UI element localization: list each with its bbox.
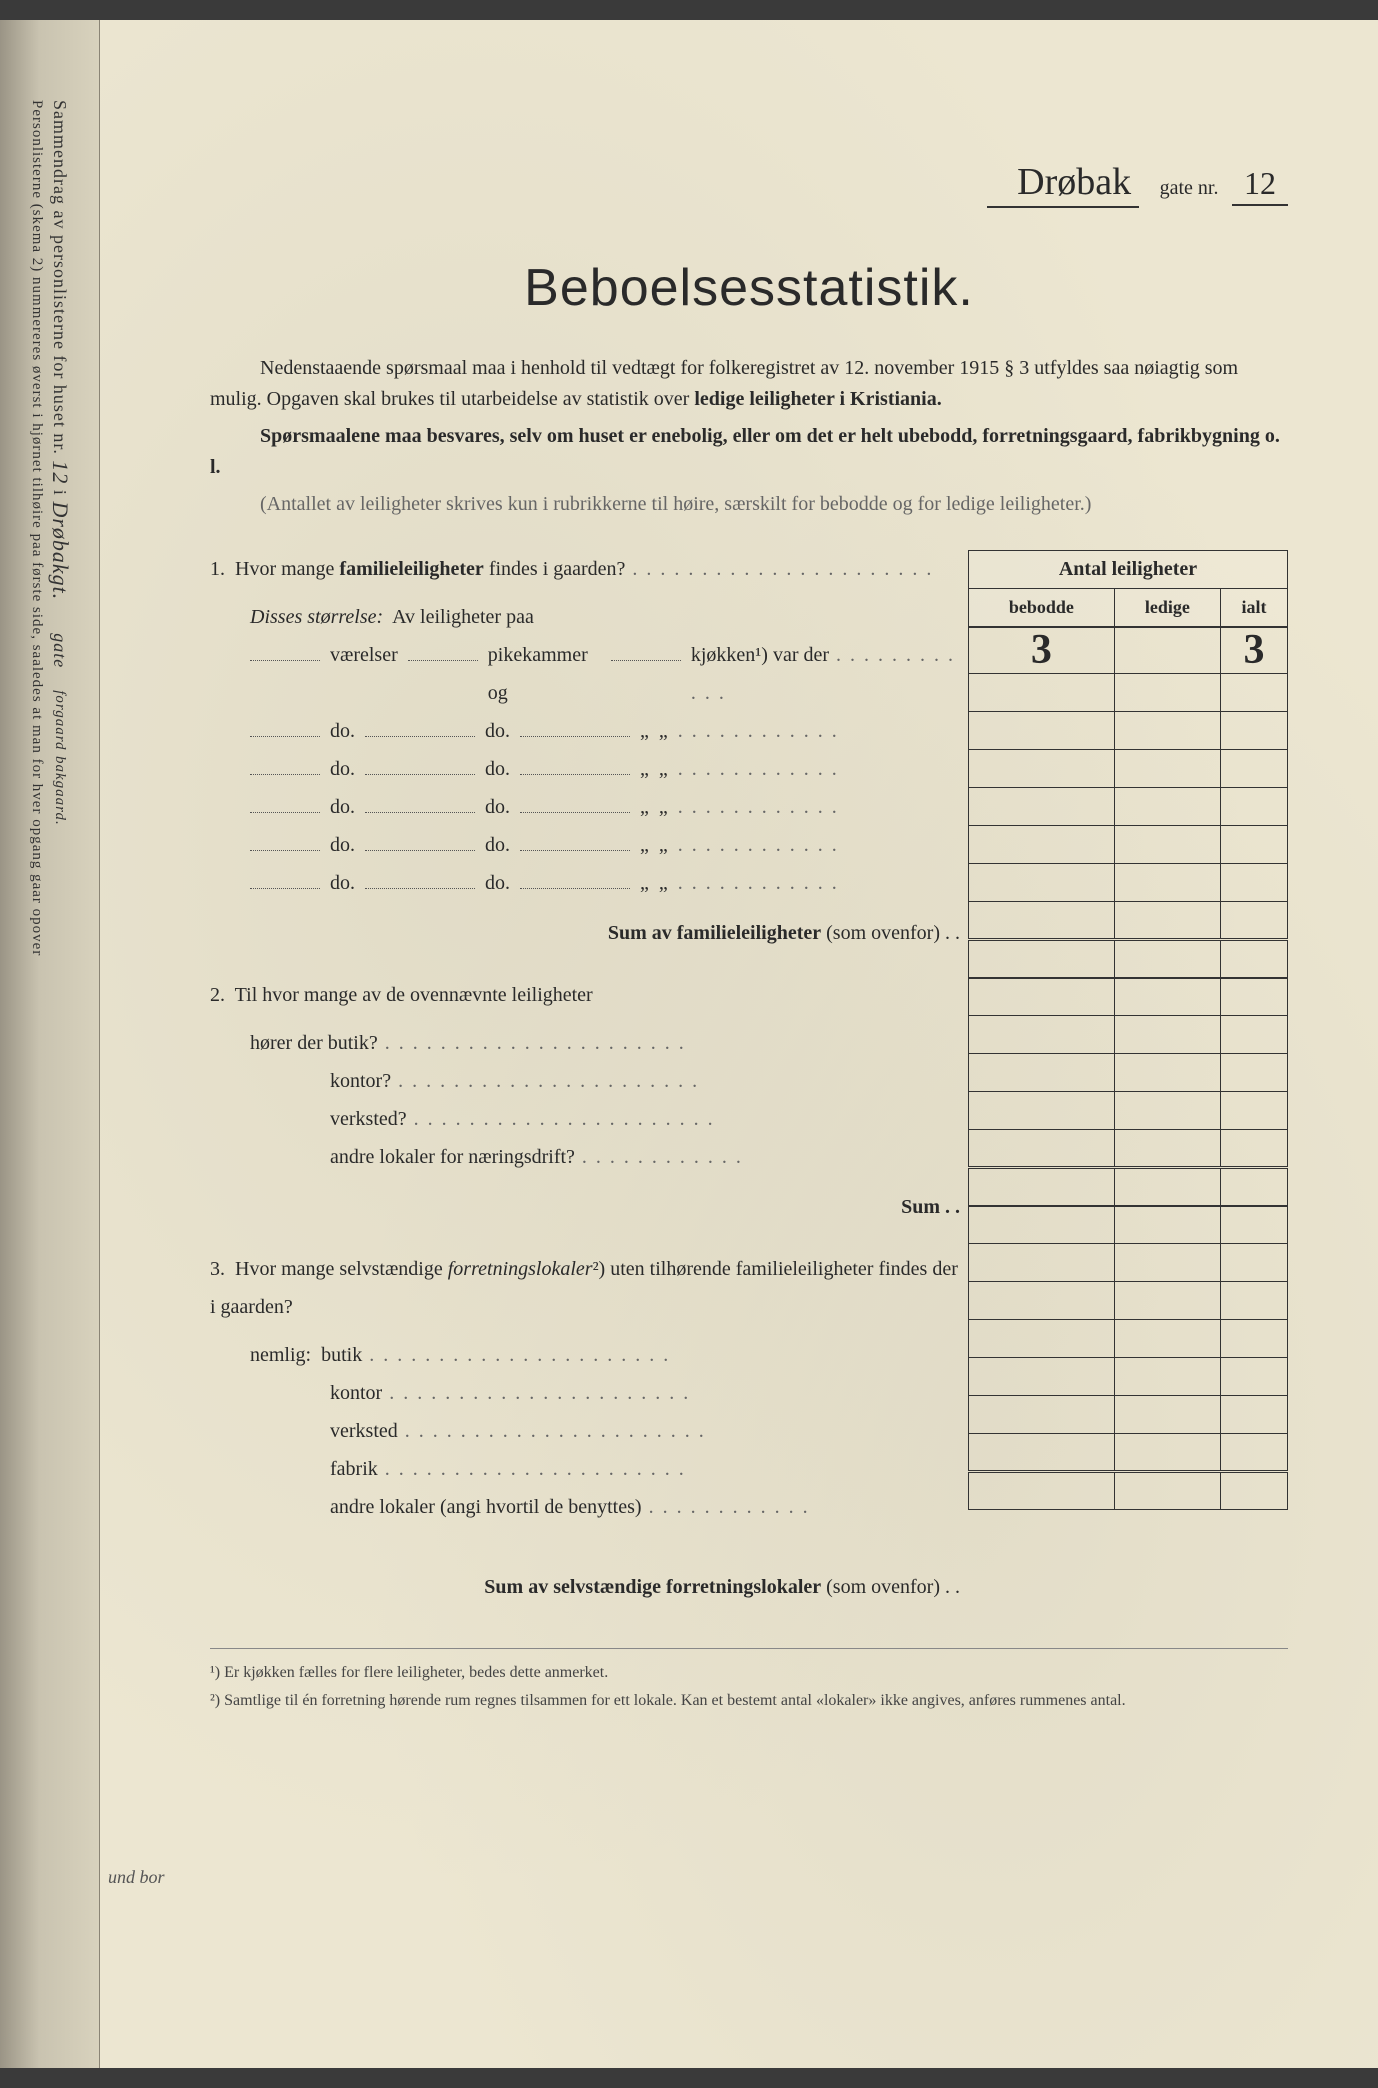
table-row-sum: [969, 940, 1288, 978]
q2-r4: andre lokaler for næringsdrift?: [210, 1138, 968, 1176]
cell-ialt-q1: 3: [1221, 627, 1288, 674]
header-line: Drøbak gate nr. 12: [210, 160, 1288, 208]
corner-label: und bor: [108, 1867, 165, 1888]
table-row: 3 3: [969, 627, 1288, 674]
intro-p1: Nedenstaaende spørsmaal maa i henhold ti…: [210, 353, 1288, 415]
table-row: [969, 1282, 1288, 1320]
spine-text: Sammendrag av personlisterne for huset n…: [26, 100, 73, 1900]
table-row: [969, 788, 1288, 826]
question-3: 3. Hvor mange selvstændige forretningslo…: [210, 1250, 968, 1326]
q3-r4: fabrik: [210, 1450, 968, 1488]
q3-sum: Sum av selvstændige forretningslokaler (…: [210, 1556, 968, 1618]
table-row-sum: [969, 1472, 1288, 1510]
footnote-2: ²) Samtlige til én forretning hørende ru…: [210, 1689, 1288, 1713]
question-2: 2. Til hvor mange av de ovennævnte leili…: [210, 976, 968, 1014]
street-name-handwritten: Drøbak: [987, 160, 1139, 208]
table-row-sum: [969, 1168, 1288, 1206]
footnotes: ¹) Er kjøkken fælles for flere leilighet…: [210, 1648, 1288, 1713]
gate-label: gate nr.: [1160, 177, 1219, 199]
q1-sum: Sum av familieleiligheter (som ovenfor) …: [210, 902, 968, 964]
table-row: [969, 1130, 1288, 1168]
table-column: Antal leiligheter bebodde ledige ialt 3 …: [968, 550, 1288, 1618]
intro-block: Nedenstaaende spørsmaal maa i henhold ti…: [210, 353, 1288, 520]
leiligheter-table: Antal leiligheter bebodde ledige ialt 3 …: [968, 550, 1288, 1510]
gate-number-handwritten: 12: [1232, 165, 1288, 206]
th-ledige: ledige: [1114, 589, 1220, 627]
q1-size-row-1: værelser pikekammer og kjøkken¹) var der: [210, 636, 968, 712]
th-bebodde: bebodde: [969, 589, 1115, 627]
table-row: [969, 1092, 1288, 1130]
q1-size-row-6: do. do. „ „: [210, 864, 968, 902]
table-header-group-row: Antal leiligheter: [969, 551, 1288, 589]
table-row: [969, 1206, 1288, 1244]
table-row: [969, 902, 1288, 940]
table-row: [969, 712, 1288, 750]
q1-size-row-2: do. do. „ „: [210, 712, 968, 750]
intro-p3: (Antallet av leiligheter skrives kun i r…: [210, 489, 1288, 520]
spine-bg: bakgaard.: [52, 756, 68, 826]
q3-nemlig-row: nemlig: butik: [210, 1336, 968, 1374]
spine-gate: gate: [50, 633, 70, 668]
questions-column: 1. Hvor mange familieleiligheter findes …: [210, 550, 968, 1618]
content-row: 1. Hvor mange familieleiligheter findes …: [210, 550, 1288, 1618]
q1-disses: Disses størrelse: Av leiligheter paa: [210, 598, 968, 636]
footnote-1: ¹) Er kjøkken fælles for flere leilighet…: [210, 1661, 1288, 1685]
table-row: [969, 1054, 1288, 1092]
spine-line1: Sammendrag av personlisterne for huset n…: [50, 100, 70, 455]
th-group: Antal leiligheter: [969, 551, 1288, 589]
intro-p2: Spørsmaalene maa besvares, selv om huset…: [210, 421, 1288, 483]
q1-size-row-5: do. do. „ „: [210, 826, 968, 864]
q3-r3: verksted: [210, 1412, 968, 1450]
table-row: [969, 1396, 1288, 1434]
table-row: [969, 864, 1288, 902]
spine-house-nr: 12: [48, 460, 73, 484]
table-row: [969, 978, 1288, 1016]
th-ialt: ialt: [1221, 589, 1288, 627]
q1-size-row-3: do. do. „ „: [210, 750, 968, 788]
question-1: 1. Hvor mange familieleiligheter findes …: [210, 550, 968, 588]
table-row: [969, 750, 1288, 788]
document-page: und bor Drøbak gate nr. 12 Beboelsesstat…: [100, 20, 1378, 2068]
q3-r2: kontor: [210, 1374, 968, 1412]
spine-sep: i: [50, 490, 70, 496]
table-row: [969, 1016, 1288, 1054]
table-row: [969, 1320, 1288, 1358]
scan-wrapper: Sammendrag av personlisterne for huset n…: [0, 20, 1378, 2068]
cell-bebodde-q1: 3: [969, 627, 1115, 674]
table-header-cols-row: bebodde ledige ialt: [969, 589, 1288, 627]
q3-r5: andre lokaler (angi hvortil de benyttes): [210, 1488, 968, 1526]
table-row: [969, 1434, 1288, 1472]
q2-r2: kontor?: [210, 1062, 968, 1100]
table-row: [969, 674, 1288, 712]
page-title: Beboelsesstatistik.: [210, 258, 1288, 318]
spine-line2: Personlisterne (skema 2) nummereres øver…: [29, 100, 45, 956]
book-spine: Sammendrag av personlisterne for huset n…: [0, 20, 100, 2068]
table-row: [969, 1244, 1288, 1282]
cell-ledige-q1: [1114, 627, 1220, 674]
spine-fg: forgaard: [52, 690, 68, 750]
spine-street: Drøbakgt.: [48, 501, 73, 600]
q2-sum: Sum . .: [210, 1176, 968, 1238]
q2-r3: verksted?: [210, 1100, 968, 1138]
q1-size-row-4: do. do. „ „: [210, 788, 968, 826]
table-row: [969, 826, 1288, 864]
table-row: [969, 1358, 1288, 1396]
q2-r1: hører der butik?: [210, 1024, 968, 1062]
